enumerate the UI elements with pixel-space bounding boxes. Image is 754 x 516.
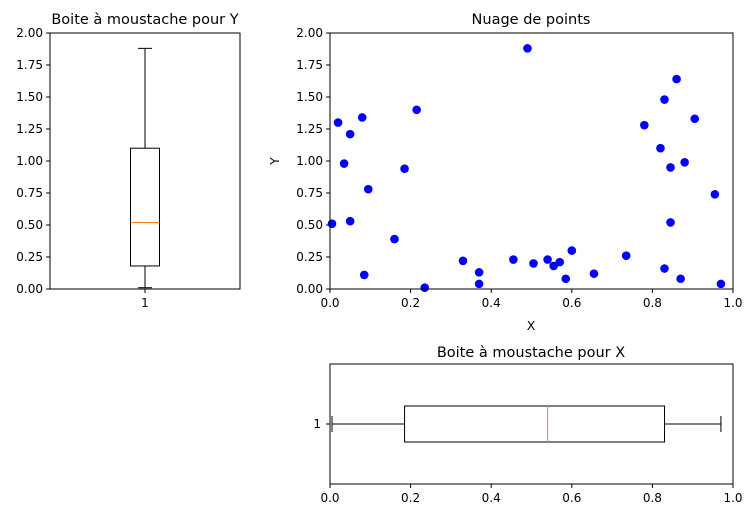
scatter-point bbox=[400, 164, 409, 173]
boxplot-y-yaxis: 0.00 0.25 0.50 0.75 1.00 1.25 1.50 1.75 2.00 bbox=[16, 26, 50, 296]
scatter-point bbox=[666, 218, 675, 227]
scatter-yaxis: 0.00 0.25 0.50 0.75 1.00 1.25 1.50 1.75 2.00 bbox=[296, 26, 330, 296]
scatter-point bbox=[680, 157, 689, 167]
y-tick-label: 1.00 bbox=[296, 154, 323, 168]
scatter-point bbox=[555, 257, 565, 267]
x-tick-label: 0.8 bbox=[643, 296, 662, 310]
boxplot-x-frame bbox=[329, 363, 734, 485]
boxplot-x-yaxis: 1 bbox=[313, 417, 330, 431]
x-tick-label: 0.6 bbox=[562, 296, 581, 310]
scatter-point bbox=[621, 251, 631, 261]
x-tick-label: 1.0 bbox=[723, 491, 742, 505]
scatter-ylabel: Y bbox=[267, 157, 282, 166]
scatter-point bbox=[676, 274, 685, 284]
scatter-point bbox=[640, 120, 649, 130]
scatter-point bbox=[660, 264, 669, 273]
y-tick-label: 0.50 bbox=[296, 218, 323, 232]
y-tick-label: 1.75 bbox=[16, 58, 43, 72]
scatter-point bbox=[474, 268, 484, 277]
scatter-point bbox=[710, 189, 720, 199]
y-tick-label: 0.25 bbox=[296, 250, 323, 264]
y-tick-label: 2.00 bbox=[16, 26, 43, 40]
scatter-frame bbox=[329, 32, 734, 290]
x-tick-label: 1 bbox=[141, 296, 149, 310]
scatter-point bbox=[420, 283, 430, 293]
x-tick-label: 0.2 bbox=[401, 296, 420, 310]
boxplot-y-frame bbox=[49, 32, 241, 290]
x-tick-label: 1.0 bbox=[723, 296, 742, 310]
scatter-point bbox=[363, 184, 373, 194]
boxplot-y-title: Boite à moustache pour Y bbox=[51, 12, 238, 28]
scatter-point bbox=[660, 95, 669, 104]
scatter-point bbox=[327, 219, 337, 229]
boxplot-y-xaxis: 1 bbox=[141, 289, 149, 310]
y-tick-label: 1 bbox=[313, 417, 321, 431]
scatter-point bbox=[656, 143, 665, 153]
scatter-point bbox=[458, 256, 468, 266]
y-tick-label: 0.75 bbox=[16, 186, 43, 200]
scatter-point bbox=[529, 259, 538, 268]
scatter-points bbox=[327, 44, 726, 293]
scatter-point bbox=[345, 129, 355, 139]
y-tick-label: 0.75 bbox=[296, 186, 323, 200]
boxplot-x-xaxis: 0.0 0.2 0.4 0.6 0.8 1.0 bbox=[320, 484, 743, 505]
boxplot-x-panel: Boite à moustache pour X 1 0.0 0.2 0.4 0.6 0… bbox=[313, 345, 742, 505]
y-tick-label: 1.50 bbox=[16, 90, 43, 104]
scatter-point bbox=[333, 118, 343, 127]
scatter-point bbox=[716, 279, 726, 289]
x-tick-label: 0.0 bbox=[320, 296, 339, 310]
scatter-point bbox=[509, 255, 518, 264]
x-tick-label: 0.6 bbox=[562, 491, 581, 505]
scatter-panel: Nuage de points 0.00 0.25 0.50 0.75 1.00 1.25… bbox=[267, 12, 743, 333]
iqr-box bbox=[404, 405, 665, 443]
scatter-point bbox=[339, 159, 349, 168]
boxplot-x-title: Boite à moustache pour X bbox=[437, 345, 625, 361]
scatter-point bbox=[666, 163, 675, 172]
x-tick-label: 0.8 bbox=[643, 491, 662, 505]
y-tick-label: 1.25 bbox=[16, 122, 43, 136]
y-tick-label: 1.00 bbox=[16, 154, 43, 168]
scatter-title: Nuage de points bbox=[472, 12, 591, 28]
iqr-box bbox=[130, 147, 160, 267]
y-tick-label: 1.50 bbox=[296, 90, 323, 104]
y-tick-label: 0.00 bbox=[296, 282, 323, 296]
scatter-xaxis: 0.0 0.2 0.4 0.6 0.8 1.0 bbox=[320, 289, 743, 310]
scatter-point bbox=[567, 246, 577, 255]
y-tick-label: 2.00 bbox=[296, 26, 323, 40]
y-tick-label: 1.75 bbox=[296, 58, 323, 72]
scatter-point bbox=[412, 105, 421, 115]
boxplot-y-box bbox=[130, 47, 160, 289]
scatter-point bbox=[474, 279, 484, 289]
scatter-point bbox=[523, 44, 532, 53]
scatter-point bbox=[543, 255, 552, 264]
boxplot-y-panel: Boite à moustache pour Y 0.00 0.25 0.50 0.7… bbox=[16, 12, 241, 310]
scatter-point bbox=[345, 216, 355, 226]
scatter-point bbox=[357, 113, 367, 122]
boxplot-x-box bbox=[331, 405, 722, 443]
x-tick-label: 0.2 bbox=[401, 491, 420, 505]
x-tick-label: 0.4 bbox=[482, 296, 501, 310]
scatter-xlabel: X bbox=[527, 318, 536, 333]
y-tick-label: 1.25 bbox=[296, 122, 323, 136]
scatter-point bbox=[561, 274, 571, 284]
scatter-point bbox=[390, 234, 399, 244]
x-tick-label: 0.4 bbox=[482, 491, 501, 505]
y-tick-label: 0.00 bbox=[16, 282, 43, 296]
scatter-point bbox=[672, 74, 681, 84]
scatter-point bbox=[690, 114, 700, 124]
x-tick-label: 0.0 bbox=[320, 491, 339, 505]
y-tick-label: 0.50 bbox=[16, 218, 43, 232]
scatter-point bbox=[359, 270, 369, 280]
scatter-point bbox=[589, 269, 599, 278]
y-tick-label: 0.25 bbox=[16, 250, 43, 264]
